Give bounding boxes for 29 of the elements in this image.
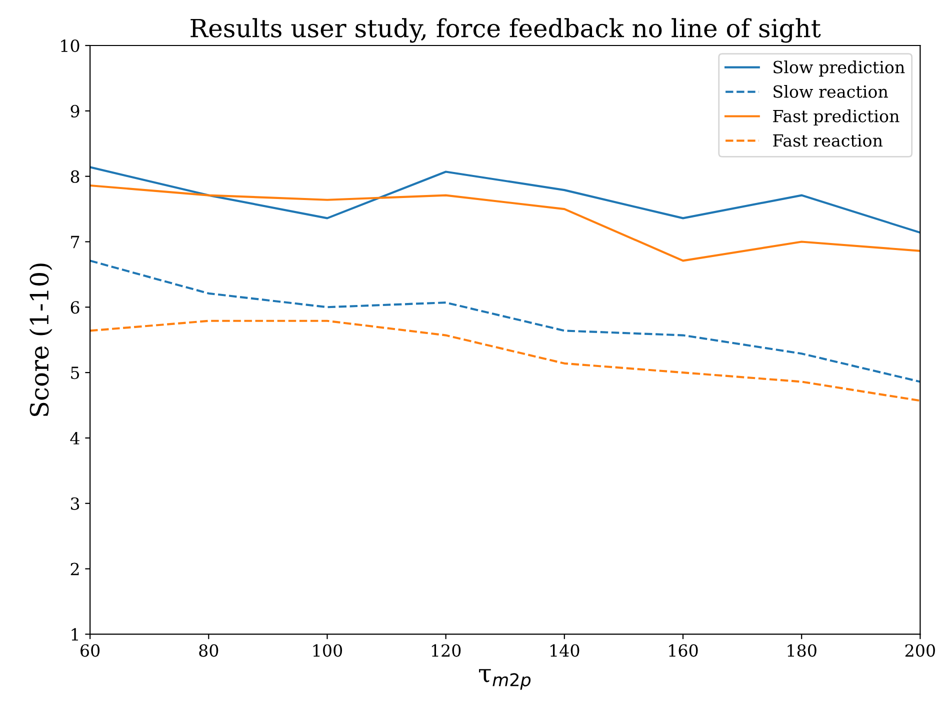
y-tick-label: 5 <box>71 366 80 380</box>
x-tick-label: 180 <box>788 644 816 657</box>
legend-label: Slow prediction <box>774 60 905 77</box>
line-series <box>90 184 920 262</box>
legend-label: Slow reaction <box>774 84 888 98</box>
x-axis-title: τ$_{m2p}$ <box>479 669 531 690</box>
y-tick-label: 9 <box>70 104 80 118</box>
x-tick-label: 60 <box>80 644 100 657</box>
y-axis-title: Score (1-10) <box>29 264 52 416</box>
x-tick-label: 100 <box>313 644 342 657</box>
y-tick-label: 4 <box>70 432 80 444</box>
y-tick-label: 7 <box>71 236 80 248</box>
line-series <box>90 260 920 383</box>
y-tick-label: 10 <box>61 39 80 52</box>
y-tick-label: 6 <box>70 301 80 314</box>
x-tick-label: 120 <box>432 644 461 657</box>
line-series <box>90 166 920 234</box>
y-tick-label: 3 <box>70 497 80 510</box>
line-series <box>90 320 920 402</box>
x-tick-label: 80 <box>199 644 218 657</box>
x-tick-label: 160 <box>669 644 698 657</box>
x-tick-label: 140 <box>550 644 580 657</box>
legend-label: Fast prediction <box>773 109 900 126</box>
legend-label: Fast reaction <box>773 134 883 147</box>
y-tick-label: 8 <box>70 170 80 183</box>
y-tick-label: 1 <box>72 628 78 641</box>
y-tick-label: 2 <box>70 562 79 576</box>
x-tick-label: 200 <box>905 644 935 657</box>
chart-title: Results user study, force feedback no line of sight <box>190 18 821 43</box>
